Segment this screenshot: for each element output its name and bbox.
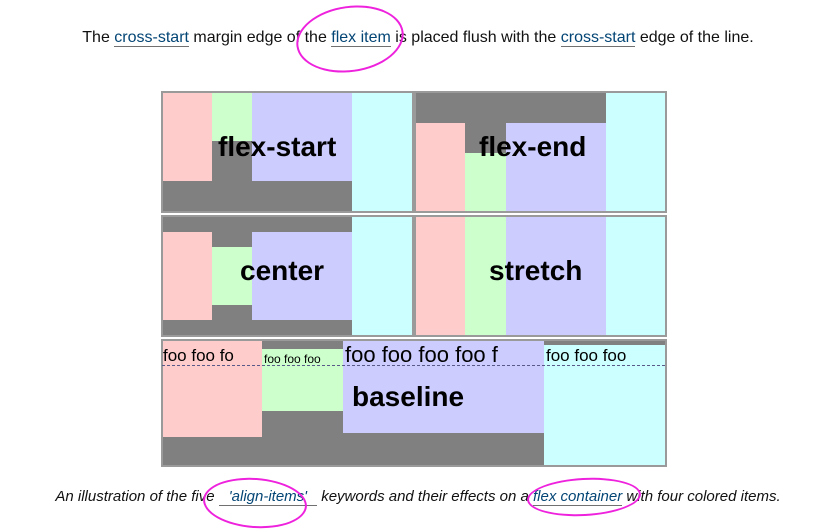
- baseline-item-pink: [163, 341, 262, 437]
- caption-text-2: keywords and their effects on a: [317, 488, 533, 505]
- cross-start-link[interactable]: cross-start: [114, 29, 189, 47]
- intro-text-1: The: [82, 29, 115, 46]
- baseline-guide-line: [162, 365, 665, 366]
- baseline-text-green: foo foo foo: [264, 352, 321, 366]
- align-items-link[interactable]: 'align-items': [218, 488, 318, 506]
- intro-text-3: is placed flush with the: [390, 29, 561, 46]
- baseline-item-lavender: [343, 341, 544, 433]
- center-item-lavender: [252, 232, 352, 320]
- stretch-label: stretch: [489, 255, 583, 286]
- cross-start-edge-link[interactable]: cross-start: [560, 29, 636, 47]
- flex-start-item-green: [212, 93, 252, 141]
- intro-text-4: edge of the line.: [635, 29, 754, 46]
- stretch-item-pink: [416, 217, 465, 335]
- caption-text-3: with four colored items.: [622, 488, 781, 505]
- baseline-item-green: [262, 349, 343, 411]
- center-label: center: [240, 255, 325, 286]
- flex-container-link[interactable]: flex container: [533, 488, 623, 506]
- center-item-cyan: [352, 217, 412, 335]
- intro-text-2: margin edge of the: [188, 29, 332, 46]
- stretch-item-green: [465, 217, 506, 335]
- flex-end-item-green: [465, 153, 506, 211]
- flex-end-item-lavender: [506, 123, 606, 211]
- baseline-text-pink: foo foo fo: [163, 346, 234, 365]
- caption-text-1: An illustration of the five: [55, 488, 219, 505]
- flex-end-item-cyan: [606, 93, 665, 211]
- flex-start-item-lavender: [252, 93, 352, 181]
- stretch-item-lavender: [506, 217, 606, 335]
- flex-item-link[interactable]: flex item: [331, 29, 391, 47]
- flex-end-item-pink: [416, 123, 465, 211]
- flex-start-item-cyan: [352, 93, 412, 211]
- flex-end-label: flex-end: [479, 131, 587, 162]
- flex-start-label: flex-start: [218, 131, 337, 162]
- baseline-label: baseline: [352, 381, 465, 412]
- center-item-pink: [163, 232, 212, 320]
- stretch-item-cyan: [606, 217, 665, 335]
- baseline-text-lavender: foo foo foo foo f: [345, 342, 498, 367]
- intro-paragraph: The cross-start margin edge of the flex …: [0, 27, 836, 49]
- baseline-text-cyan: foo foo foo: [546, 346, 627, 365]
- figure-caption: An illustration of the five 'align-items…: [0, 487, 836, 507]
- flex-start-item-pink: [163, 93, 212, 181]
- center-item-green: [212, 247, 252, 305]
